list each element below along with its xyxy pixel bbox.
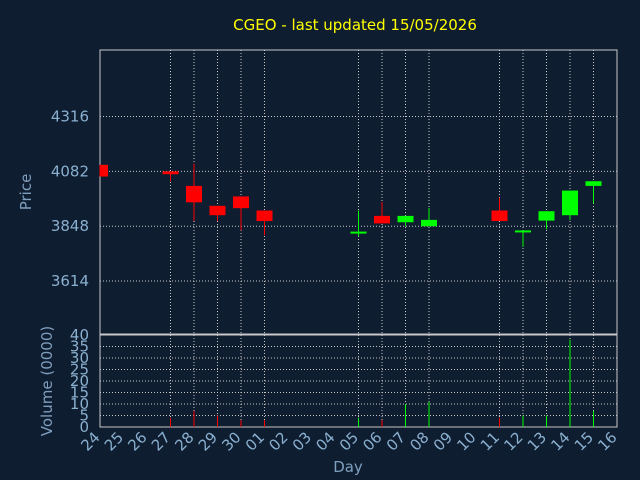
price-tick-label: 3848 (51, 217, 89, 235)
x-tick-label: 02 (265, 428, 291, 454)
candle-body (100, 164, 108, 177)
candle-body (374, 215, 390, 224)
x-tick-label: 29 (195, 428, 221, 454)
x-axis-label: Day (333, 458, 363, 476)
candle-body (209, 205, 226, 216)
candle-body (585, 181, 602, 186)
candle-body (162, 171, 179, 175)
x-tick-label: 10 (453, 428, 479, 454)
price-tick-label: 3614 (51, 272, 89, 290)
y-axis-label: Price (17, 174, 35, 211)
candle-body (538, 211, 555, 221)
volume-tick-label: 10 (70, 395, 89, 413)
x-tick-label: 30 (218, 428, 244, 454)
candle-body (515, 230, 531, 233)
candle-body (397, 215, 414, 223)
price-tick-label: 4082 (51, 162, 89, 180)
volume-axis-label: Volume (0000) (38, 326, 56, 436)
candle-body (186, 185, 202, 203)
x-tick-label: 04 (312, 428, 338, 454)
x-tick-label: 14 (547, 428, 573, 454)
x-tick-label: 09 (430, 428, 456, 454)
x-tick-label: 06 (359, 428, 385, 454)
x-tick-label: 12 (500, 428, 526, 454)
x-tick-label: 01 (242, 428, 268, 454)
volume-bars (170, 339, 594, 427)
x-tick-label: 13 (524, 428, 550, 454)
x-tick-label: 07 (383, 428, 409, 454)
x-tick-label: 05 (336, 428, 362, 454)
volume-tick-label: 5 (79, 407, 89, 425)
volume-tick-label: 30 (70, 349, 89, 367)
x-tick-label: 28 (171, 428, 197, 454)
x-tick-label: 27 (148, 428, 174, 454)
chart-title: CGEO - last updated 15/05/2026 (233, 16, 477, 34)
volume-tick-label: 0 (79, 418, 89, 436)
price-tick-labels: 3614 3848 4082 4316 (51, 108, 89, 290)
x-tick-label: 11 (477, 428, 503, 454)
x-tick-label: 16 (594, 428, 620, 454)
candles (99, 163, 602, 247)
candle-body (233, 196, 249, 209)
price-grid (99, 49, 618, 335)
volume-tick-label: 40 (70, 326, 89, 344)
x-tick-label: 26 (124, 428, 150, 454)
volume-tick-label: 25 (70, 361, 89, 379)
x-tick-label: 25 (101, 428, 127, 454)
volume-tick-label: 35 (70, 338, 89, 356)
candle-body (350, 231, 367, 234)
x-tick-label: 03 (289, 428, 315, 454)
candle-body (256, 210, 273, 222)
candle-body (421, 219, 437, 227)
price-tick-label: 4316 (51, 108, 89, 126)
x-tick-labels: 2425262728293001020304050607080910111213… (77, 428, 620, 454)
candle-body (562, 190, 578, 216)
x-tick-label: 15 (571, 428, 597, 454)
x-tick-label: 08 (406, 428, 432, 454)
candle-body (491, 210, 508, 222)
volume-grid (99, 334, 618, 428)
volume-tick-label: 20 (70, 372, 89, 390)
volume-tick-label: 15 (70, 384, 89, 402)
